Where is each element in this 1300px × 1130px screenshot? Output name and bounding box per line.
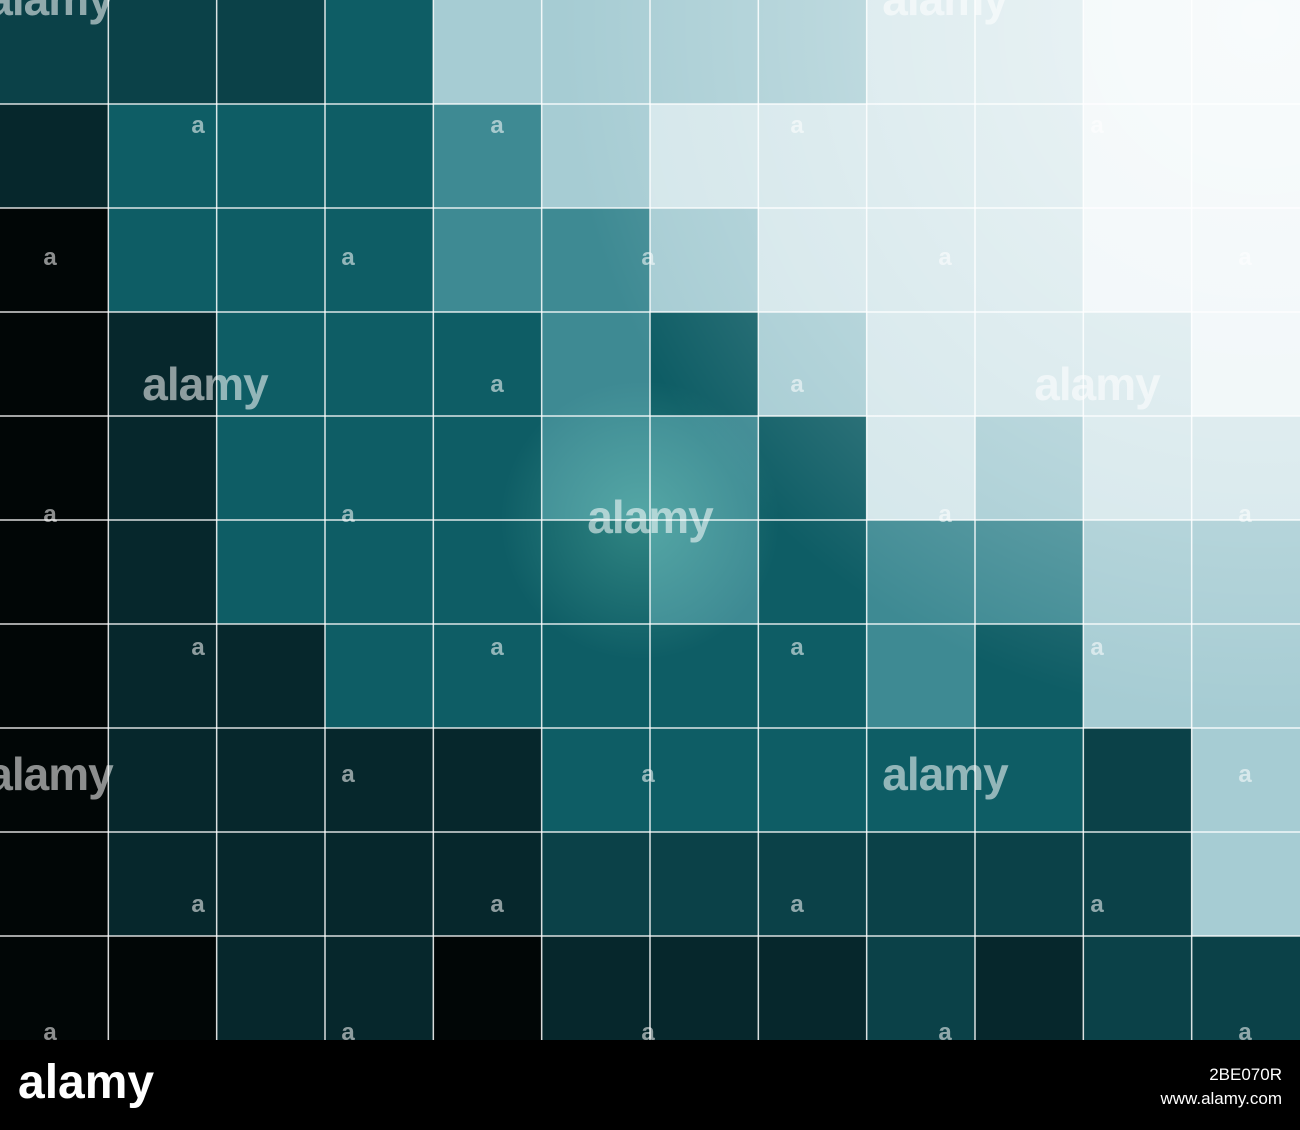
watermark-logo: alamy: [0, 0, 114, 25]
watermark-mark: a: [641, 761, 655, 788]
watermark-mark: a: [490, 371, 504, 398]
watermark-mark: a: [790, 371, 804, 398]
watermark-mark: a: [490, 891, 504, 918]
watermark-mark: a: [938, 244, 952, 271]
watermark-mark: a: [1090, 112, 1104, 139]
watermark-mark: a: [43, 501, 57, 528]
watermark-mark: a: [191, 112, 205, 139]
watermark-mark: a: [1238, 501, 1252, 528]
watermark-mark: a: [341, 501, 355, 528]
watermark-mark: a: [1238, 1019, 1252, 1046]
watermark-mark: a: [1090, 634, 1104, 661]
watermark-mark: a: [790, 112, 804, 139]
image-id: 2BE070R: [1209, 1065, 1282, 1084]
watermark-mark: a: [790, 891, 804, 918]
watermark-mark: a: [641, 244, 655, 271]
watermark-mark: a: [191, 891, 205, 918]
watermark-logo: alamy: [882, 748, 1009, 800]
watermark-mark: a: [1238, 761, 1252, 788]
footer-logo: alamy: [18, 1056, 154, 1109]
watermark-mark: a: [341, 1019, 355, 1046]
watermark-logo: alamy: [882, 0, 1009, 25]
watermark-mark: a: [341, 761, 355, 788]
watermark-mark: a: [43, 1019, 57, 1046]
grid-lines: [0, 0, 1300, 1040]
watermark-mark: a: [938, 1019, 952, 1046]
watermark-mark: a: [490, 634, 504, 661]
watermark-mark: a: [191, 634, 205, 661]
watermarks: alamy alamy alamy alamy alamy alamy alamy a a a a a…: [0, 0, 1252, 1046]
watermark-mark: a: [790, 634, 804, 661]
watermark-logo: alamy: [142, 358, 269, 410]
footer-url: www.alamy.com: [1159, 1089, 1282, 1108]
watermark-mark: a: [490, 112, 504, 139]
watermark-logo: alamy: [1034, 358, 1161, 410]
footer-bar: [0, 1040, 1300, 1130]
watermark-mark: a: [1090, 891, 1104, 918]
watermark-mark: a: [43, 244, 57, 271]
watermark-mark: a: [1238, 244, 1252, 271]
watermark-logo: alamy: [0, 748, 114, 800]
watermark-mark: a: [341, 244, 355, 271]
watermark-mark: a: [938, 501, 952, 528]
watermark-mark: a: [641, 1019, 655, 1046]
watermark-logo: alamy: [587, 491, 714, 543]
